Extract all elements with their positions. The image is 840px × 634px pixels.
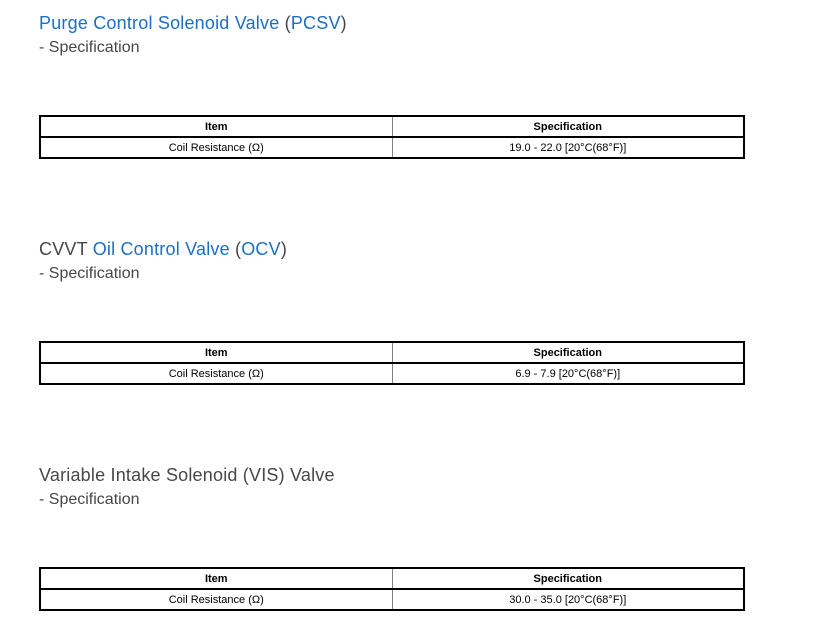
- item-cell: Coil Resistance (Ω): [40, 589, 393, 610]
- item-cell: Coil Resistance (Ω): [40, 363, 393, 384]
- table-header-row: Item Specification: [40, 342, 744, 364]
- table-header-row: Item Specification: [40, 116, 744, 138]
- page-content: Purge Control Solenoid Valve (PCSV) - Sp…: [0, 11, 840, 611]
- section-vis: Variable Intake Solenoid (VIS) Valve - S…: [39, 463, 745, 611]
- link-oil-control-valve[interactable]: Oil Control Valve: [92, 239, 230, 259]
- col-header-item: Item: [40, 116, 393, 138]
- spec-table-ocv: Item Specification Coil Resistance (Ω) 6…: [39, 341, 745, 385]
- col-header-specification: Specification: [392, 342, 744, 364]
- link-ocv-abbrev[interactable]: OCV: [241, 239, 281, 259]
- link-pcsv-abbrev[interactable]: PCSV: [290, 13, 341, 33]
- col-header-specification: Specification: [392, 568, 744, 590]
- heading-plain-text: (: [279, 13, 291, 33]
- col-header-specification: Specification: [392, 116, 744, 138]
- heading-plain-text: (: [229, 239, 242, 259]
- link-purge-control-solenoid-valve[interactable]: Purge Control Solenoid Valve: [39, 13, 280, 33]
- spec-table-vis: Item Specification Coil Resistance (Ω) 3…: [39, 567, 745, 611]
- item-cell: Coil Resistance (Ω): [40, 137, 393, 158]
- heading-plain-text: ): [340, 13, 347, 33]
- heading-plain-text: ): [280, 239, 288, 259]
- specification-cell: 6.9 - 7.9 [20°C(68°F)]: [515, 367, 621, 380]
- table-header-row: Item Specification: [40, 568, 744, 590]
- table-row: Coil Resistance (Ω) 30.0 - 35.0 [20°C(68…: [40, 589, 744, 610]
- subheading-specification: - Specification: [39, 265, 140, 282]
- col-header-item: Item: [40, 342, 393, 364]
- section-heading-ocv: CVVT Oil Control Valve (OCV): [39, 237, 745, 261]
- section-pcsv: Purge Control Solenoid Valve (PCSV) - Sp…: [39, 11, 745, 159]
- col-header-item: Item: [40, 568, 393, 590]
- spec-table-pcsv: Item Specification Coil Resistance (Ω) 1…: [39, 115, 745, 159]
- section-ocv: CVVT Oil Control Valve (OCV) - Specifica…: [39, 237, 745, 385]
- subheading-specification: - Specification: [39, 39, 140, 56]
- table-row: Coil Resistance (Ω) 19.0 - 22.0 [20°C(68…: [40, 137, 744, 158]
- subheading-specification: - Specification: [39, 491, 140, 508]
- specification-cell: 30.0 - 35.0 [20°C(68°F)]: [509, 593, 627, 606]
- section-heading-pcsv: Purge Control Solenoid Valve (PCSV): [39, 11, 745, 35]
- specification-cell: 19.0 - 22.0 [20°C(68°F)]: [509, 141, 627, 154]
- heading-plain-text: Variable Intake Solenoid (VIS) Valve: [39, 465, 335, 485]
- section-heading-vis: Variable Intake Solenoid (VIS) Valve: [39, 463, 745, 487]
- heading-plain-text: CVVT: [39, 239, 93, 259]
- table-row: Coil Resistance (Ω) 6.9 - 7.9 [20°C(68°F…: [40, 363, 744, 384]
